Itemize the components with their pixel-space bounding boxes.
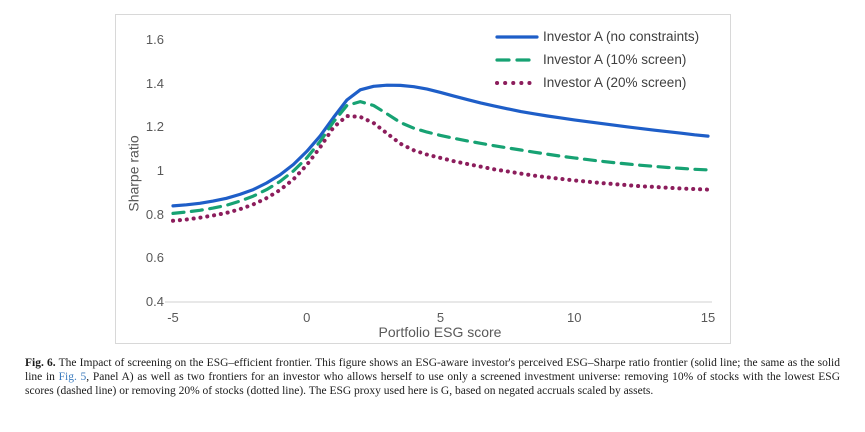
x-axis-title: Portfolio ESG score — [378, 324, 502, 340]
legend-label: Investor A (10% screen) — [543, 52, 687, 67]
fig5-link[interactable]: Fig. 5 — [58, 370, 87, 383]
legend-label: Investor A (no constraints) — [543, 29, 700, 44]
series-line-solid — [171, 83, 710, 208]
legend-item-dashed: Investor A (10% screen) — [495, 51, 699, 68]
legend-marker-dotted-icon — [495, 80, 539, 85]
caption-text-before-link: The Impact of screening on the ESG–effic… — [25, 357, 840, 383]
series-line-dotted — [171, 114, 710, 223]
series-line-dashed — [171, 100, 710, 215]
y-tick-label: 0.4 — [145, 294, 164, 309]
legend-item-solid: Investor A (no constraints) — [495, 28, 699, 45]
legend: Investor A (no constraints) Investor A (1… — [495, 28, 699, 91]
x-tick-label: 10 — [567, 310, 582, 325]
x-tick-label: 5 — [436, 310, 445, 325]
legend-label: Investor A (20% screen) — [543, 75, 687, 90]
caption-text-after-link: , Panel A) as well as two frontiers for … — [25, 370, 840, 397]
y-tick-label: 1.2 — [145, 119, 164, 135]
legend-marker-dashed-icon — [495, 57, 539, 62]
y-tick-label: 1.4 — [145, 75, 164, 91]
legend-marker-solid-icon — [495, 34, 539, 39]
y-tick-label: 1.6 — [145, 32, 164, 47]
y-tick-label: 0.8 — [145, 206, 164, 222]
figure-caption: Fig. 6. The Impact of screening on the E… — [25, 357, 840, 399]
plot-svg — [165, 83, 712, 303]
chart-panel: Sharpe ratio Portfolio ESG score Investo… — [115, 14, 731, 344]
y-tick-label: 1 — [156, 163, 164, 178]
legend-item-dotted: Investor A (20% screen) — [495, 74, 699, 91]
x-tick-label: 15 — [700, 310, 716, 325]
y-tick-label: 0.6 — [145, 250, 164, 266]
x-tick-label: 0 — [303, 310, 311, 325]
figure-label: Fig. 6. — [25, 357, 56, 369]
x-tick-label: -5 — [167, 310, 179, 325]
